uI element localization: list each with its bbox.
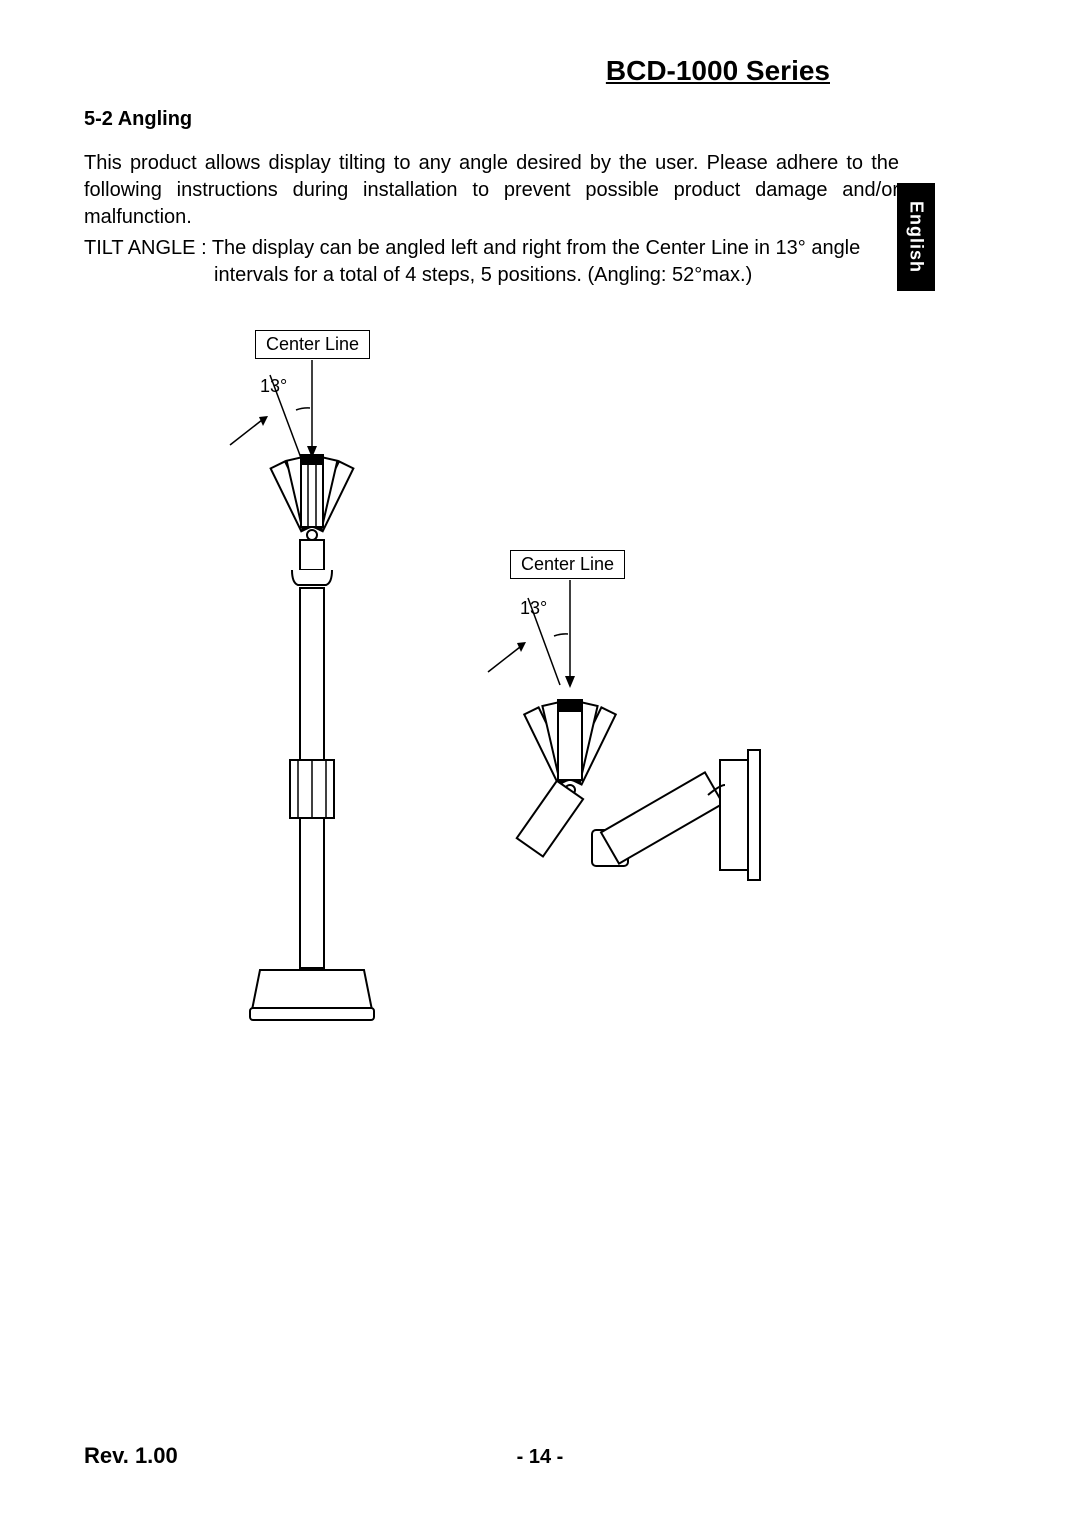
- wall-diagram-svg: [470, 550, 830, 1050]
- diagram-wall-mount: Center Line 13°: [470, 550, 830, 1050]
- page: BCD-1000 Series 5-2 Angling This product…: [0, 0, 1080, 1529]
- footer-revision: Rev. 1.00: [84, 1443, 178, 1469]
- tilt-angle-paragraph: TILT ANGLE : The display can be angled l…: [84, 235, 899, 289]
- diagram-pole-mount: Center Line 13°: [200, 330, 460, 1050]
- language-tab: English: [897, 183, 935, 291]
- tilt-label: TILT ANGLE :: [84, 237, 212, 259]
- series-title: BCD-1000 Series: [606, 55, 830, 87]
- tilt-line-2: intervals for a total of 4 steps, 5 posi…: [214, 262, 899, 289]
- intro-paragraph: This product allows display tilting to a…: [84, 150, 899, 231]
- footer-page-number: - 14 -: [517, 1446, 564, 1469]
- section-title: 5-2 Angling: [84, 108, 192, 131]
- language-tab-label: English: [906, 201, 927, 273]
- pole-diagram-svg: [200, 330, 460, 1050]
- tilt-line-1: The display can be angled left and right…: [212, 237, 860, 259]
